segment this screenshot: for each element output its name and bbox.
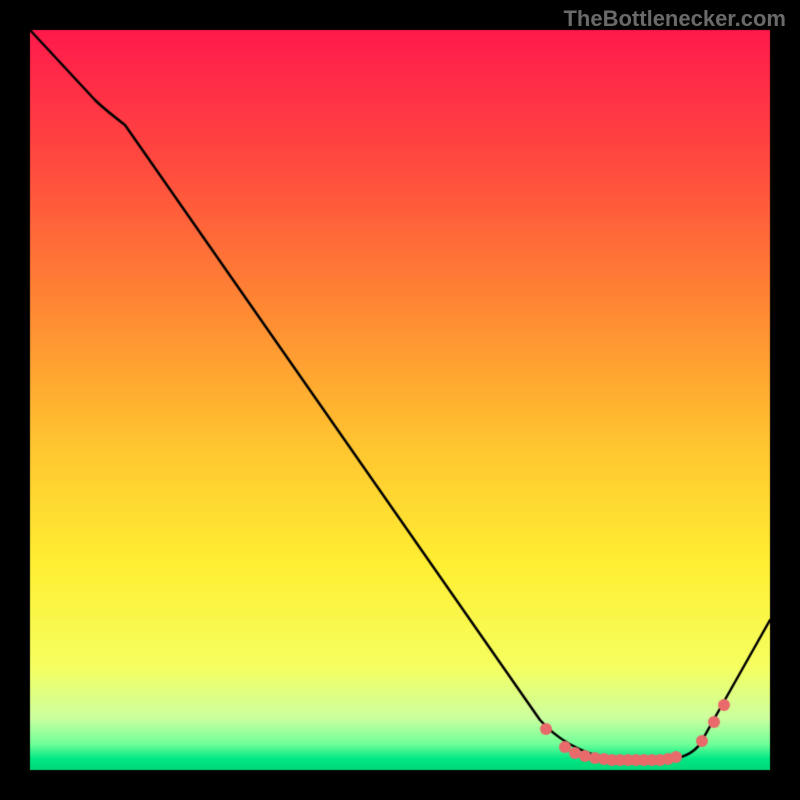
chart-container: TheBottlenecker.com <box>0 0 800 800</box>
watermark: TheBottlenecker.com <box>563 6 786 32</box>
chart-canvas <box>0 0 800 800</box>
